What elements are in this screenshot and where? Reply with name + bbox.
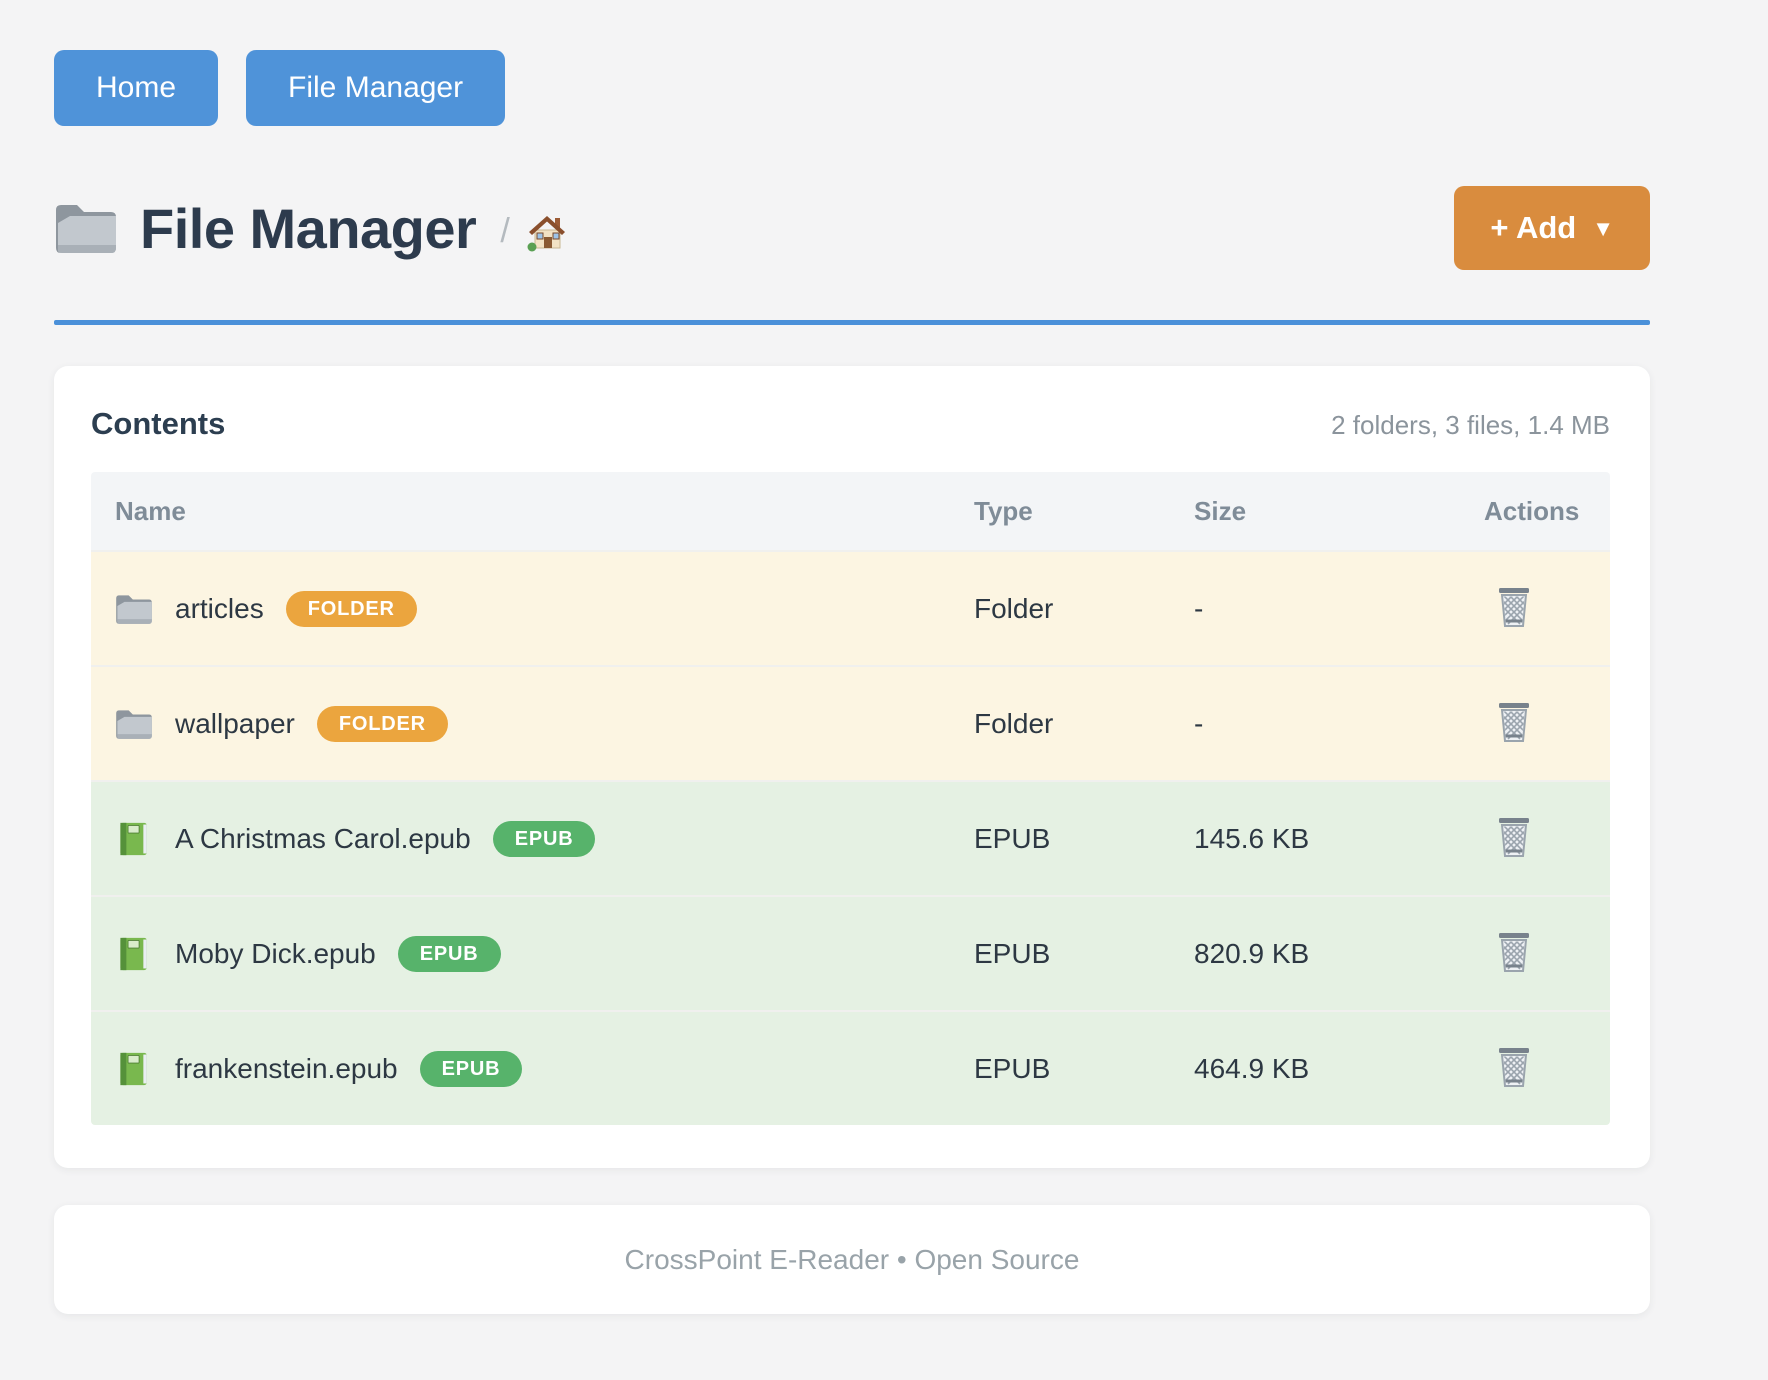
file-name-cell: A Christmas Carol.epub EPUB (91, 820, 950, 857)
add-button[interactable]: + Add ▼ (1454, 186, 1650, 270)
column-header-type: Type (974, 495, 1033, 526)
file-name-cell: wallpaper FOLDER (91, 705, 950, 742)
footer: CrossPoint E-Reader • Open Source (54, 1205, 1650, 1314)
page-header: File Manager / + Add ▼ (54, 186, 1650, 270)
folder-icon (115, 592, 153, 626)
column-header-name: Name (115, 495, 186, 526)
table-row: Moby Dick.epub EPUB EPUB 820.9 KB (91, 895, 1610, 1010)
delete-button[interactable] (1492, 1042, 1536, 1092)
delete-button[interactable] (1492, 927, 1536, 977)
file-type-badge: EPUB (419, 1050, 523, 1087)
contents-summary: 2 folders, 3 files, 1.4 MB (1331, 410, 1610, 440)
file-type-badge: EPUB (397, 935, 501, 972)
folder-icon (56, 205, 116, 253)
trash-icon (1499, 818, 1529, 857)
file-name-cell: articles FOLDER (91, 590, 950, 627)
page: Home File Manager File Manager / + Add (54, 0, 1650, 1314)
file-size: - (1194, 707, 1204, 739)
panel-title: Contents (91, 406, 226, 441)
table-header: Name Type Size Actions (91, 472, 1610, 550)
trash-icon (1499, 703, 1529, 742)
trash-icon (1499, 1048, 1529, 1087)
table-row: wallpaper FOLDER Folder - (91, 665, 1610, 780)
file-type: Folder (974, 592, 1054, 624)
file-name[interactable]: Moby Dick.epub (175, 937, 376, 969)
column-header-size: Size (1194, 495, 1247, 526)
file-type: EPUB (974, 1052, 1051, 1084)
file-name[interactable]: articles (175, 592, 264, 624)
file-name[interactable]: A Christmas Carol.epub (175, 822, 471, 854)
file-name[interactable]: wallpaper (175, 707, 295, 739)
table-row: articles FOLDER Folder - (91, 550, 1610, 665)
folder-icon (115, 707, 153, 741)
add-button-label: + Add (1490, 210, 1577, 245)
file-type-badge: EPUB (492, 820, 596, 857)
file-name-cell: frankenstein.epub EPUB (91, 1050, 950, 1087)
column-header-actions: Actions (1484, 495, 1580, 526)
footer-text: CrossPoint E-Reader • Open Source (624, 1243, 1080, 1275)
file-table: Name Type Size Actions articles FOLDER F… (91, 472, 1610, 1125)
top-nav: Home File Manager (54, 0, 1650, 126)
file-type: EPUB (974, 822, 1051, 854)
delete-button[interactable] (1492, 812, 1536, 862)
file-size: 464.9 KB (1194, 1052, 1310, 1084)
contents-panel: Contents 2 folders, 3 files, 1.4 MB Name… (54, 366, 1650, 1168)
file-manager-button[interactable]: File Manager (246, 50, 506, 126)
book-icon (115, 822, 153, 856)
file-type: Folder (974, 707, 1054, 739)
header-divider (54, 320, 1650, 325)
chevron-down-icon: ▼ (1592, 216, 1614, 241)
home-breadcrumb-icon[interactable] (526, 212, 568, 252)
file-type: EPUB (974, 937, 1051, 969)
file-name[interactable]: frankenstein.epub (175, 1052, 398, 1084)
delete-button[interactable] (1492, 697, 1536, 747)
file-type-badge: FOLDER (285, 590, 417, 627)
table-row: frankenstein.epub EPUB EPUB 464.9 KB (91, 1010, 1610, 1125)
file-size: - (1194, 592, 1204, 624)
file-name-cell: Moby Dick.epub EPUB (91, 935, 950, 972)
table-row: A Christmas Carol.epub EPUB EPUB 145.6 K… (91, 780, 1610, 895)
book-icon (115, 1052, 153, 1086)
file-size: 820.9 KB (1194, 937, 1310, 969)
page-title: File Manager (140, 196, 477, 260)
book-icon (115, 937, 153, 971)
home-button[interactable]: Home (54, 50, 219, 126)
trash-icon (1499, 588, 1529, 627)
trash-icon (1499, 933, 1529, 972)
file-type-badge: FOLDER (316, 705, 448, 742)
delete-button[interactable] (1492, 582, 1536, 632)
table-body: articles FOLDER Folder - (91, 550, 1610, 1125)
breadcrumb-separator: / (500, 211, 510, 250)
file-size: 145.6 KB (1194, 822, 1310, 854)
